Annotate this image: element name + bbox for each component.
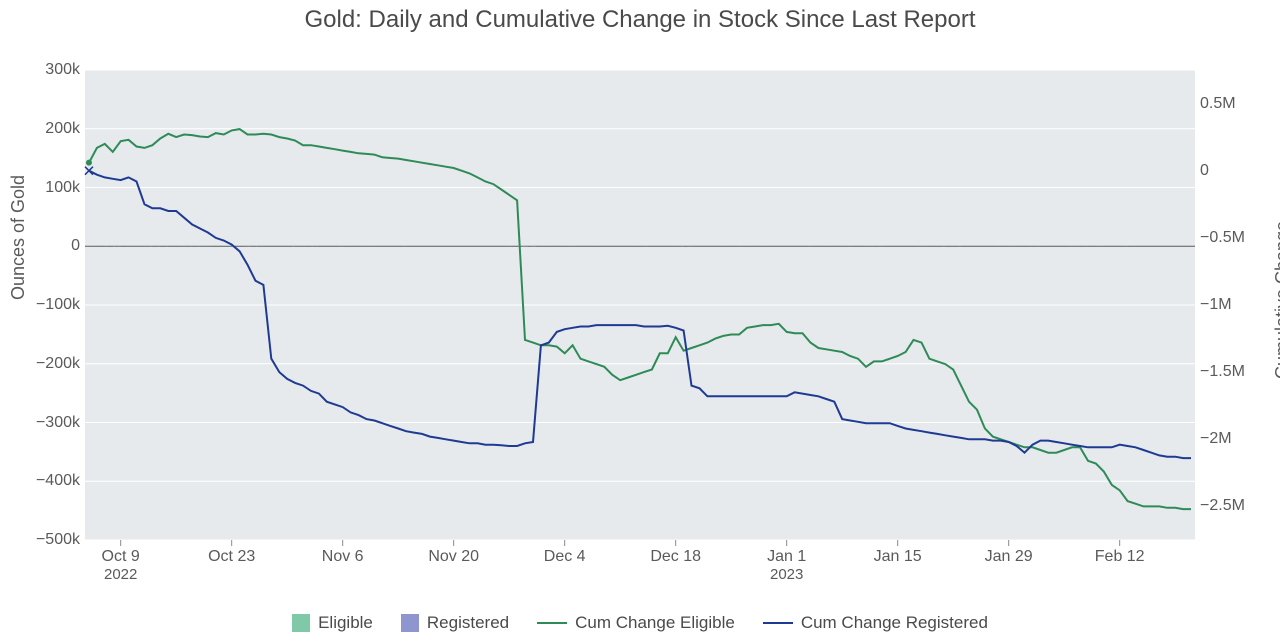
y-left-tick: −500k bbox=[36, 531, 80, 549]
y-axis-right-label: Cumulative Change bbox=[1272, 221, 1280, 379]
x-tick: Nov 20 bbox=[428, 548, 479, 566]
x-tick: Nov 6 bbox=[322, 548, 364, 566]
plot-area bbox=[85, 70, 1195, 540]
x-tick: Dec 4 bbox=[544, 548, 586, 566]
legend: Eligible Registered Cum Change Eligible Cum… bbox=[0, 613, 1280, 633]
y-axis-left-label: Ounces of Gold bbox=[8, 175, 29, 300]
legend-item[interactable]: Eligible bbox=[292, 613, 373, 633]
y-left-tick: 100k bbox=[45, 179, 80, 197]
legend-swatch-line bbox=[763, 622, 793, 624]
y-left-tick: 300k bbox=[45, 61, 80, 79]
y-right-tick: 0 bbox=[1200, 162, 1209, 180]
x-tick: Jan 29 bbox=[985, 548, 1033, 566]
line-cum-registered bbox=[89, 171, 1191, 458]
legend-label: Cum Change Eligible bbox=[575, 613, 735, 633]
chart-container: Gold: Daily and Cumulative Change in Sto… bbox=[0, 0, 1280, 641]
y-right-tick: −2.5M bbox=[1200, 497, 1245, 515]
legend-swatch-line bbox=[537, 622, 567, 624]
y-left-tick: −100k bbox=[36, 296, 80, 314]
x-tick: Feb 12 bbox=[1095, 548, 1145, 566]
y-left-tick: 0 bbox=[71, 237, 80, 255]
y-right-tick: 0.5M bbox=[1200, 95, 1236, 113]
x-tick: Oct 92022 bbox=[102, 548, 140, 583]
y-left-tick: 200k bbox=[45, 120, 80, 138]
legend-item[interactable]: Cum Change Registered bbox=[763, 613, 988, 633]
chart-title: Gold: Daily and Cumulative Change in Sto… bbox=[0, 6, 1280, 34]
y-left-tick: −300k bbox=[36, 414, 80, 432]
plot-svg bbox=[85, 70, 1195, 540]
x-tick: Jan 15 bbox=[874, 548, 922, 566]
legend-swatch-box bbox=[401, 614, 419, 632]
legend-label: Registered bbox=[427, 613, 509, 633]
y-right-tick: −1M bbox=[1200, 296, 1232, 314]
y-left-tick: −200k bbox=[36, 355, 80, 373]
x-tick: Oct 23 bbox=[208, 548, 255, 566]
legend-label: Eligible bbox=[318, 613, 373, 633]
y-right-tick: −0.5M bbox=[1200, 229, 1245, 247]
y-right-tick: −2M bbox=[1200, 430, 1232, 448]
legend-label: Cum Change Registered bbox=[801, 613, 988, 633]
y-left-tick: −400k bbox=[36, 472, 80, 490]
x-tick: Dec 18 bbox=[650, 548, 701, 566]
legend-item[interactable]: Cum Change Eligible bbox=[537, 613, 735, 633]
y-right-tick: −1.5M bbox=[1200, 363, 1245, 381]
x-tick: Jan 12023 bbox=[767, 548, 806, 583]
legend-item[interactable]: Registered bbox=[401, 613, 509, 633]
legend-swatch-box bbox=[292, 614, 310, 632]
